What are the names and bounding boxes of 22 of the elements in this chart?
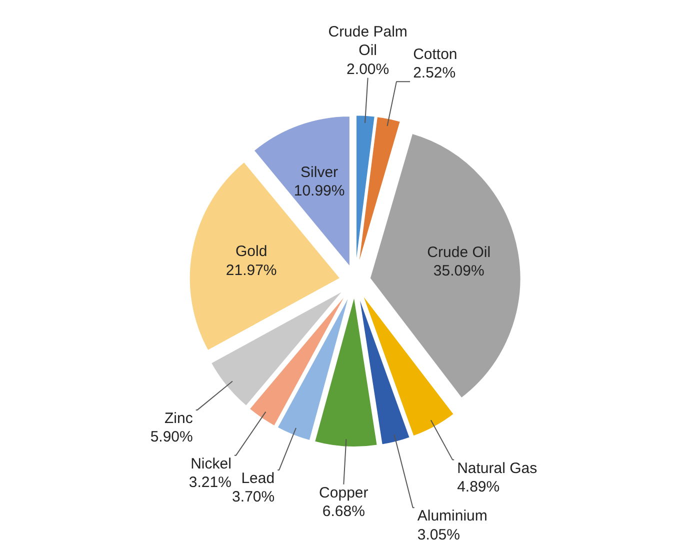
slice-label: Crude Palm Oil bbox=[328, 23, 408, 60]
data-label: 4.89% bbox=[457, 478, 500, 496]
data-label: 35.09% bbox=[433, 262, 484, 280]
slice-label: Copper bbox=[319, 484, 368, 502]
slice-label: Natural Gas bbox=[457, 460, 538, 477]
slice-label: Cotton bbox=[413, 46, 458, 63]
slice-label: Gold bbox=[235, 243, 268, 260]
data-label: 21.97% bbox=[226, 262, 277, 279]
slice-label: Aluminium bbox=[417, 508, 488, 525]
data-label: 5.90% bbox=[150, 428, 193, 446]
slice-label: Zinc bbox=[164, 410, 194, 427]
slice-label: Nickel bbox=[190, 455, 232, 472]
slice-label: Silver bbox=[300, 164, 338, 181]
data-label: 3.70% bbox=[232, 488, 275, 506]
data-label: 2.52% bbox=[413, 64, 456, 82]
slice-label: Lead bbox=[241, 470, 275, 487]
data-label: 6.68% bbox=[322, 503, 365, 520]
data-label: 2.00% bbox=[346, 60, 390, 78]
data-label: 3.21% bbox=[188, 474, 232, 492]
data-label: 3.05% bbox=[417, 526, 460, 544]
slice-label: Crude Oil bbox=[427, 244, 491, 261]
data-label: 10.99% bbox=[294, 182, 345, 200]
